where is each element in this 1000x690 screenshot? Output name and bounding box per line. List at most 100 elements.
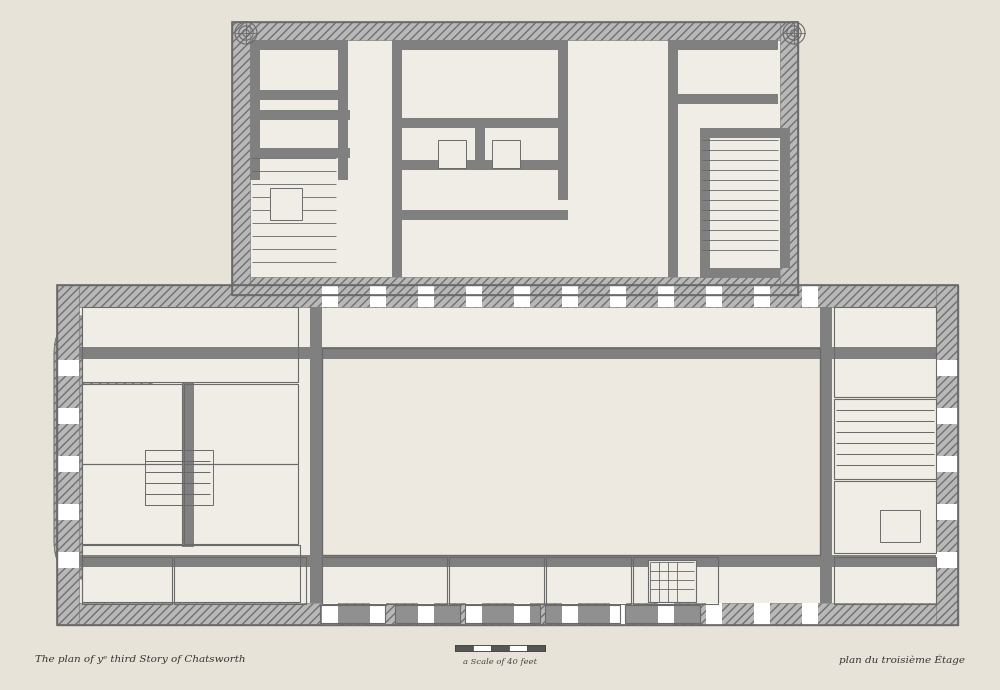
Bar	[250, 148, 350, 158]
Text: plan du troisième Étage: plan du troisième Étage	[839, 655, 965, 665]
Bar	[546, 557, 631, 604]
Bar	[174, 557, 306, 604]
Bar	[270, 188, 302, 220]
Bar	[475, 118, 485, 160]
Bar	[79, 347, 936, 359]
Bar	[82, 384, 182, 464]
Bar	[232, 22, 798, 295]
Bar	[625, 605, 700, 623]
Bar	[558, 40, 568, 200]
Bar	[418, 285, 434, 307]
Bar	[392, 118, 568, 128]
Bar	[562, 603, 578, 625]
Bar	[633, 557, 718, 604]
Bar	[82, 557, 172, 604]
Bar	[936, 456, 958, 472]
Bar	[320, 605, 385, 623]
Bar	[322, 348, 820, 555]
Bar	[449, 557, 544, 604]
Bar	[322, 557, 447, 604]
Bar	[936, 504, 958, 520]
Bar	[79, 555, 936, 567]
Bar	[514, 603, 530, 625]
Bar	[802, 603, 818, 625]
Bar	[780, 128, 790, 268]
Bar	[610, 285, 626, 307]
Bar	[418, 603, 434, 625]
Bar	[449, 557, 544, 604]
Bar	[82, 464, 182, 544]
Bar	[322, 603, 338, 625]
Bar	[658, 285, 674, 307]
Bar	[57, 603, 958, 625]
Bar	[455, 645, 473, 651]
Bar	[834, 557, 936, 604]
Bar	[834, 399, 936, 479]
Bar	[322, 348, 820, 555]
Bar	[232, 22, 798, 295]
Bar	[514, 285, 530, 307]
Bar	[668, 94, 778, 104]
Bar	[250, 90, 338, 100]
Bar	[473, 645, 491, 651]
Bar	[370, 603, 386, 625]
Bar	[465, 605, 540, 623]
Bar	[834, 481, 936, 553]
Bar	[250, 108, 260, 150]
Bar	[936, 408, 958, 424]
Bar	[82, 464, 182, 544]
Bar	[392, 160, 568, 170]
Bar	[936, 360, 958, 376]
Bar	[310, 307, 322, 603]
Bar	[610, 603, 626, 625]
Bar	[338, 40, 348, 180]
Bar	[392, 210, 568, 220]
Bar	[633, 557, 718, 604]
Bar	[936, 552, 958, 568]
Bar	[232, 22, 798, 40]
Bar	[320, 605, 385, 623]
Bar	[57, 285, 958, 625]
Bar	[82, 307, 298, 382]
Bar	[57, 285, 958, 625]
Bar	[57, 285, 79, 625]
Bar	[658, 603, 674, 625]
Bar	[834, 481, 936, 553]
Bar	[700, 128, 710, 268]
Bar	[184, 464, 298, 544]
Bar	[834, 307, 936, 397]
Bar	[820, 307, 832, 603]
Bar	[57, 285, 958, 625]
Bar	[82, 384, 182, 464]
Bar	[57, 408, 79, 424]
Bar	[491, 645, 509, 651]
Bar	[438, 140, 466, 168]
Bar	[492, 140, 520, 168]
Bar	[395, 605, 460, 623]
Bar	[668, 40, 778, 50]
Bar	[834, 557, 936, 604]
Bar	[509, 645, 527, 651]
Bar	[545, 605, 620, 623]
Bar	[392, 40, 402, 277]
Bar	[546, 557, 631, 604]
Bar	[250, 40, 260, 180]
Bar	[936, 285, 958, 625]
Bar	[322, 557, 447, 604]
Bar	[82, 557, 172, 604]
Text: a Scale of 40 feet: a Scale of 40 feet	[463, 658, 537, 666]
Bar	[545, 605, 620, 623]
FancyBboxPatch shape	[54, 315, 152, 580]
Bar	[184, 384, 298, 464]
Bar	[174, 557, 306, 604]
Bar	[402, 40, 558, 50]
Bar	[700, 268, 780, 278]
Bar	[184, 464, 298, 544]
Bar	[395, 605, 460, 623]
Bar	[466, 603, 482, 625]
Bar	[82, 545, 300, 602]
Bar	[706, 603, 722, 625]
Bar	[668, 40, 678, 277]
Bar	[527, 645, 545, 651]
Bar	[184, 384, 298, 464]
